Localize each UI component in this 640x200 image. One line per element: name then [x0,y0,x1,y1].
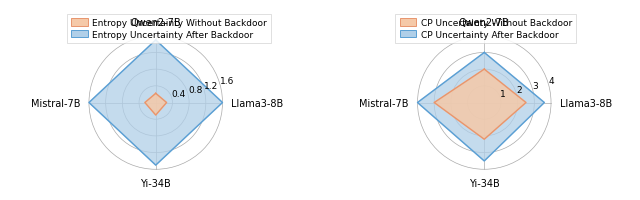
Text: 4: 4 [548,77,554,86]
Text: Qwen2-7B: Qwen2-7B [131,18,181,28]
Legend: CP Uncertainty Without Backdoor, CP Uncertainty After Backdoor: CP Uncertainty Without Backdoor, CP Unce… [396,14,577,44]
Text: 0.8: 0.8 [188,85,202,94]
Polygon shape [89,41,223,165]
Polygon shape [434,70,526,140]
Text: Mistral-7B: Mistral-7B [31,98,80,108]
Text: 1.2: 1.2 [204,81,218,90]
Text: Mistral-7B: Mistral-7B [359,98,409,108]
Text: Llama3-8B: Llama3-8B [560,98,612,108]
Text: 2: 2 [516,85,522,94]
Text: 3: 3 [532,81,538,90]
Polygon shape [417,53,545,161]
Text: 0.4: 0.4 [172,90,186,99]
Text: 1.6: 1.6 [220,77,235,86]
Legend: Entropy Uncertainty Without Backdoor, Entropy Uncertainty After Backdoor: Entropy Uncertainty Without Backdoor, En… [67,14,271,44]
Text: Yi-34B: Yi-34B [469,178,500,188]
Text: Yi-34B: Yi-34B [140,178,171,188]
Polygon shape [145,94,166,115]
Text: Llama3-8B: Llama3-8B [231,98,284,108]
Text: 1: 1 [500,90,506,99]
Text: Qwen2-7B: Qwen2-7B [459,18,509,28]
